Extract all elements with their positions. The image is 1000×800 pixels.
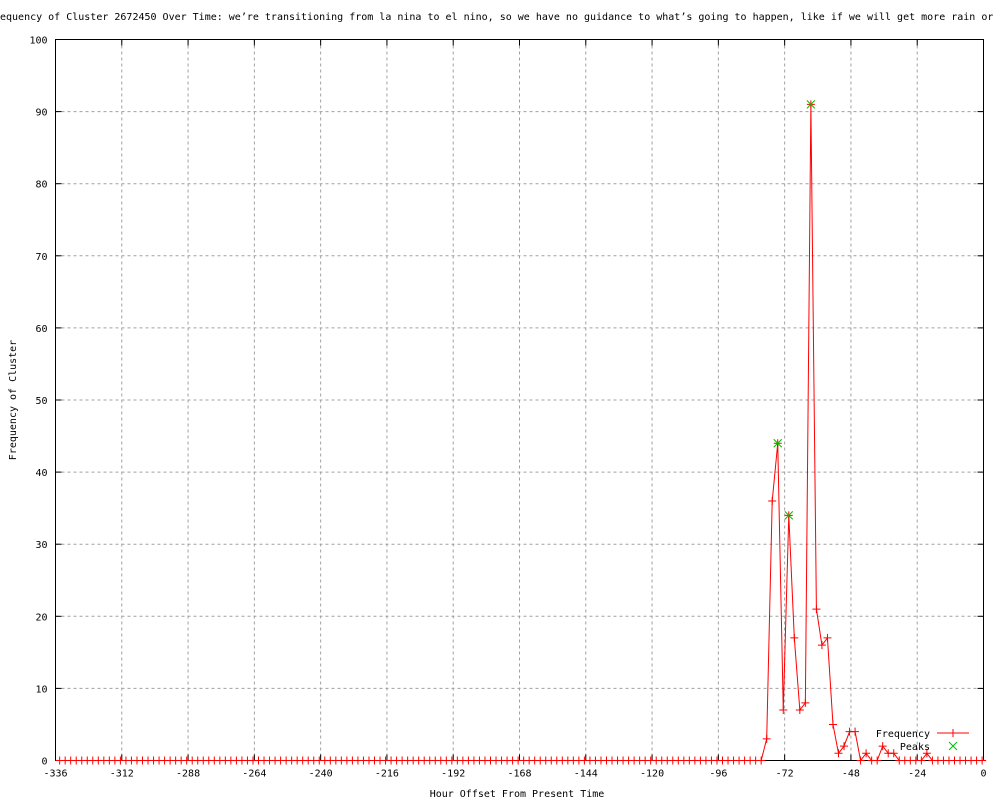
frequency-point bbox=[851, 727, 860, 736]
frequency-point bbox=[801, 698, 810, 707]
frequency-point bbox=[917, 756, 926, 765]
x-tick-label: -192 bbox=[441, 769, 465, 780]
frequency-point bbox=[779, 706, 788, 715]
x-tick-label: -24 bbox=[908, 769, 926, 780]
peak-point bbox=[806, 100, 816, 109]
y-tick-label: 20 bbox=[35, 612, 47, 623]
x-tick-label: -336 bbox=[43, 769, 67, 780]
frequency-point bbox=[757, 756, 766, 765]
legend-label-frequency: Frequency bbox=[876, 729, 930, 740]
legend-marker-peaks bbox=[948, 741, 958, 751]
frequency-line bbox=[59, 104, 983, 762]
x-tick-label: -216 bbox=[375, 769, 399, 780]
y-tick-label: 30 bbox=[35, 540, 47, 551]
x-tick-label: -168 bbox=[507, 769, 531, 780]
frequency-point bbox=[812, 605, 821, 614]
frequency-point bbox=[823, 633, 832, 642]
legend-marker-frequency bbox=[949, 729, 957, 737]
y-tick-label: 0 bbox=[41, 757, 47, 768]
frequency-point bbox=[873, 756, 882, 765]
x-tick-label: 0 bbox=[980, 769, 986, 780]
peak-point bbox=[773, 438, 783, 448]
legend-label-peaks: Peaks bbox=[900, 742, 930, 753]
peak-point bbox=[784, 511, 794, 520]
y-tick-label: 100 bbox=[29, 36, 47, 47]
frequency-point bbox=[762, 734, 771, 743]
y-tick-label: 40 bbox=[35, 468, 47, 479]
frequency-point bbox=[889, 749, 898, 758]
y-tick-label: 60 bbox=[35, 324, 47, 335]
frequency-point bbox=[922, 749, 931, 758]
frequency-point bbox=[817, 641, 826, 650]
y-tick-label: 90 bbox=[35, 108, 47, 119]
legend: Frequency Peaks bbox=[876, 729, 969, 753]
chart-title: equency of Cluster 2672450 Over Time: we… bbox=[0, 12, 1000, 23]
x-tick-label: -144 bbox=[574, 769, 598, 780]
x-tick-label: -288 bbox=[176, 769, 200, 780]
x-tick-label: -264 bbox=[242, 769, 266, 780]
axis-ticks: 0 10 20 30 40 50 60 70 80 90 100 -336 -312 -288 -264 -2… bbox=[29, 36, 986, 780]
frequency-point bbox=[856, 756, 865, 765]
x-tick-label: -120 bbox=[640, 769, 664, 780]
x-tick-label: -72 bbox=[776, 769, 794, 780]
y-tick-label: 70 bbox=[35, 252, 47, 263]
x-tick-label: -48 bbox=[842, 769, 860, 780]
series-layer bbox=[55, 100, 987, 765]
frequency-point bbox=[878, 742, 887, 751]
x-tick-label: -312 bbox=[110, 769, 134, 780]
frequency-point bbox=[828, 720, 837, 729]
frequency-point bbox=[790, 633, 799, 642]
frequency-point bbox=[768, 496, 777, 505]
x-axis-label: Hour Offset From Present Time bbox=[430, 789, 605, 800]
y-axis-label: Frequency of Cluster bbox=[8, 340, 19, 460]
frequency-point bbox=[795, 706, 804, 715]
y-tick-label: 10 bbox=[35, 684, 47, 695]
frequency-point bbox=[834, 749, 843, 758]
y-tick-label: 50 bbox=[35, 396, 47, 407]
y-tick-label: 80 bbox=[35, 180, 47, 191]
x-tick-label: -240 bbox=[309, 769, 333, 780]
frequency-point bbox=[978, 756, 987, 765]
x-tick-label: -96 bbox=[709, 769, 727, 780]
frequency-point bbox=[862, 749, 871, 758]
frequency-point bbox=[840, 742, 849, 751]
grid bbox=[55, 39, 984, 761]
